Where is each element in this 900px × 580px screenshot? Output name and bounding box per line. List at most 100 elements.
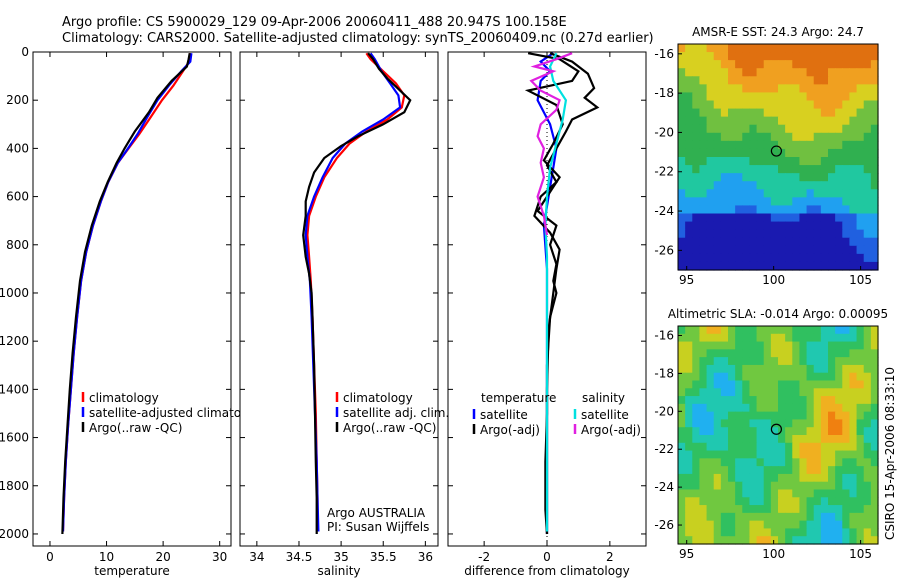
- map-cell: [799, 403, 808, 413]
- map-cell: [749, 333, 758, 343]
- map-cell: [735, 213, 743, 223]
- map-cell: [813, 44, 822, 53]
- map-cell: [820, 372, 829, 382]
- map-cell: [828, 372, 836, 382]
- map-cell: [735, 349, 743, 358]
- map-cell: [770, 403, 779, 413]
- map-cell: [742, 489, 751, 498]
- map-cell: [749, 341, 758, 350]
- map-cell: [806, 442, 815, 452]
- map-cell: [806, 427, 815, 436]
- map-cell: [713, 450, 722, 459]
- map-cell: [806, 229, 815, 239]
- map-cell: [728, 44, 736, 53]
- map-cell: [863, 189, 872, 198]
- map-cell: [735, 388, 743, 397]
- map-cell: [835, 466, 843, 475]
- map-cell: [692, 442, 701, 452]
- map-cell: [735, 124, 743, 134]
- map-cell: [678, 140, 686, 150]
- map-cell: [699, 450, 708, 459]
- map-cell: [828, 489, 836, 498]
- map-cell: [835, 528, 843, 537]
- map-cell: [749, 68, 758, 77]
- map-cell: [835, 403, 843, 413]
- x-tick-label: 100: [762, 547, 785, 561]
- map-cell: [678, 505, 686, 514]
- map-cell: [799, 52, 808, 61]
- map-cell: [835, 435, 843, 444]
- map-cell: [742, 157, 751, 166]
- map-cell: [735, 173, 743, 182]
- y-tick-label: -18: [654, 86, 674, 100]
- map-cell: [778, 473, 786, 483]
- map-cell: [692, 253, 701, 263]
- map-cell: [728, 458, 736, 467]
- map-cell: [685, 326, 693, 335]
- map-cell: [870, 205, 879, 215]
- map-cell: [763, 205, 772, 215]
- map-cell: [756, 148, 765, 158]
- map-cell: [706, 165, 715, 174]
- map-cell: [770, 388, 779, 397]
- map-cell: [820, 505, 829, 514]
- map-cell: [835, 100, 843, 110]
- map-cell: [849, 458, 858, 467]
- map-cell: [735, 326, 743, 335]
- map-cell: [678, 237, 686, 247]
- map-cell: [820, 481, 829, 491]
- map-cell: [728, 473, 736, 483]
- map-cell: [763, 458, 772, 467]
- map-cell: [863, 148, 872, 158]
- map-cell: [728, 148, 736, 158]
- map-cell: [792, 458, 801, 467]
- map-cell: [792, 497, 801, 506]
- map-cell: [742, 213, 751, 223]
- map-cell: [742, 165, 751, 174]
- map-cell: [720, 165, 729, 174]
- map-cell: [806, 450, 815, 459]
- map-cell: [749, 100, 758, 110]
- map-cell: [785, 92, 793, 102]
- map-cell: [806, 52, 815, 61]
- map-cell: [806, 197, 815, 207]
- map-cell: [849, 76, 858, 85]
- map-cell: [849, 326, 858, 335]
- map-cell: [813, 84, 822, 94]
- map-cell: [870, 520, 879, 530]
- map-cell: [792, 245, 801, 255]
- map-cell: [728, 380, 736, 389]
- map-cell: [763, 427, 772, 436]
- map-cell: [763, 116, 772, 126]
- map-cell: [735, 68, 743, 77]
- map-cell: [820, 52, 829, 61]
- map-cell: [799, 60, 808, 69]
- map-cell: [756, 173, 765, 182]
- map-cell: [792, 466, 801, 475]
- map-cell: [778, 466, 786, 475]
- map-cell: [778, 489, 786, 498]
- map-cell: [813, 481, 822, 491]
- map-cell: [792, 197, 801, 207]
- map-cell: [685, 396, 693, 405]
- map-cell: [678, 349, 686, 358]
- map-cell: [678, 411, 686, 421]
- map-cell: [820, 341, 829, 350]
- map-cell: [863, 181, 872, 190]
- map-cell: [713, 205, 722, 215]
- map-cell: [756, 388, 765, 397]
- map-cell: [835, 489, 843, 498]
- map-cell: [856, 108, 865, 118]
- map-cell: [778, 60, 786, 69]
- map-cell: [806, 481, 815, 491]
- map-cell: [770, 229, 779, 239]
- map-cell: [749, 489, 758, 498]
- map-cell: [835, 411, 843, 421]
- map-cell: [699, 473, 708, 483]
- map-cell: [685, 253, 693, 263]
- plot-frame: [32, 51, 232, 547]
- map-cell: [728, 536, 736, 545]
- map-cell: [749, 497, 758, 506]
- map-cell: [713, 261, 722, 271]
- map-cell: [863, 411, 872, 421]
